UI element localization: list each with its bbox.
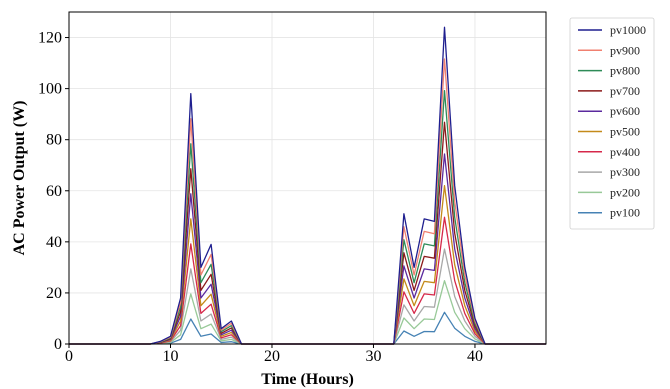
series-line-pv800 bbox=[69, 90, 546, 345]
series-lines bbox=[69, 26, 546, 345]
y-axis-label: AC Power Output (W) bbox=[11, 101, 28, 256]
legend-label-pv100: pv100 bbox=[610, 206, 640, 220]
legend-label-pv500: pv500 bbox=[610, 125, 640, 139]
x-tick-label: 10 bbox=[162, 348, 178, 365]
legend-label-pv600: pv600 bbox=[610, 104, 640, 118]
series-line-pv1000 bbox=[69, 26, 546, 345]
legend-label-pv900: pv900 bbox=[610, 43, 640, 57]
x-tick-label: 40 bbox=[467, 348, 483, 365]
y-tick-label: 120 bbox=[38, 30, 62, 47]
x-axis-label: Time (Hours) bbox=[261, 371, 354, 388]
plot-frame bbox=[68, 11, 547, 345]
y-tick-label: 0 bbox=[54, 336, 62, 353]
x-tick-label: 0 bbox=[65, 348, 73, 365]
series-line-pv900 bbox=[69, 58, 546, 345]
legend: pv1000 pv900 pv800 pv700 pv600 pv500 pv400 pv30… bbox=[569, 17, 655, 230]
legend-label-pv200: pv200 bbox=[610, 185, 640, 199]
y-tick-label: 80 bbox=[46, 132, 62, 149]
x-tick-label: 20 bbox=[264, 348, 280, 365]
y-tick-label: 60 bbox=[46, 183, 62, 200]
y-tick-label: 20 bbox=[46, 285, 62, 302]
x-tick-label: 30 bbox=[365, 348, 381, 365]
legend-label-pv300: pv300 bbox=[610, 165, 640, 179]
series-line-pv700 bbox=[69, 121, 546, 345]
legend-label-pv1000: pv1000 bbox=[610, 23, 646, 37]
y-tick-label: 100 bbox=[38, 81, 62, 98]
legend-label-pv700: pv700 bbox=[610, 84, 640, 98]
y-tick-label: 40 bbox=[46, 234, 62, 251]
legend-label-pv400: pv400 bbox=[610, 145, 640, 159]
legend-label-pv800: pv800 bbox=[610, 64, 640, 78]
grid bbox=[68, 12, 546, 345]
axis-ticks: 0 10 20 30 40 0 20 40 60 80 100 120 bbox=[38, 30, 483, 365]
